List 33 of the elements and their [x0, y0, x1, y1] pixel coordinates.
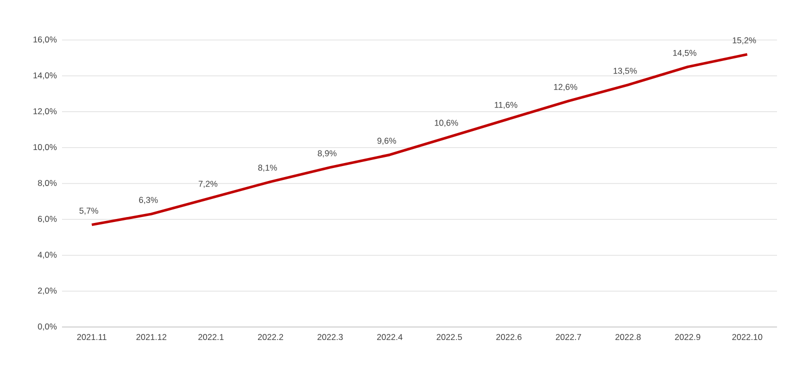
data-label: 14,5%: [673, 50, 696, 57]
data-label: 7,2%: [198, 180, 218, 188]
data-label: 10,6%: [434, 120, 458, 127]
x-tick-label: 2022.3: [318, 334, 343, 340]
x-tick-label: 2022.9: [675, 334, 700, 340]
x-tick-label: 2022.8: [615, 334, 641, 340]
data-label: 8,9%: [318, 150, 337, 158]
data-label: 15,2%: [732, 37, 756, 44]
data-label: 13,5%: [614, 68, 637, 75]
x-tick-label: 2021.12: [136, 334, 166, 340]
x-tick-label: 2022.1: [198, 334, 224, 340]
y-tick-label: 14,0%: [34, 72, 57, 80]
y-tick-label: 6,0%: [38, 216, 57, 223]
data-label: 6,3%: [139, 196, 158, 204]
x-tick-label: 2022.7: [556, 334, 582, 340]
y-tick-label: 2,0%: [38, 288, 57, 295]
y-tick-label: 8,0%: [38, 180, 57, 188]
y-tick-label: 10,0%: [34, 144, 57, 152]
x-tick-label: 2022.6: [496, 334, 522, 340]
x-tick-label: 2021.11: [77, 334, 106, 340]
data-label: 5,7%: [79, 208, 98, 215]
data-label: 11,6%: [494, 102, 518, 109]
data-label: 8,1%: [258, 164, 277, 172]
x-tick-label: 2022.4: [377, 334, 402, 340]
data-label: 9,6%: [377, 138, 396, 145]
y-tick-label: 16,0%: [34, 36, 57, 44]
y-tick-label: 4,0%: [38, 252, 57, 259]
x-tick-label: 2022.2: [258, 334, 284, 340]
x-tick-label: 2022.10: [732, 334, 762, 340]
y-tick-label: 0,0%: [38, 323, 57, 331]
y-tick-label: 12,0%: [34, 108, 57, 116]
data-label: 12,6%: [554, 84, 578, 91]
x-tick-label: 2022.5: [436, 334, 462, 340]
